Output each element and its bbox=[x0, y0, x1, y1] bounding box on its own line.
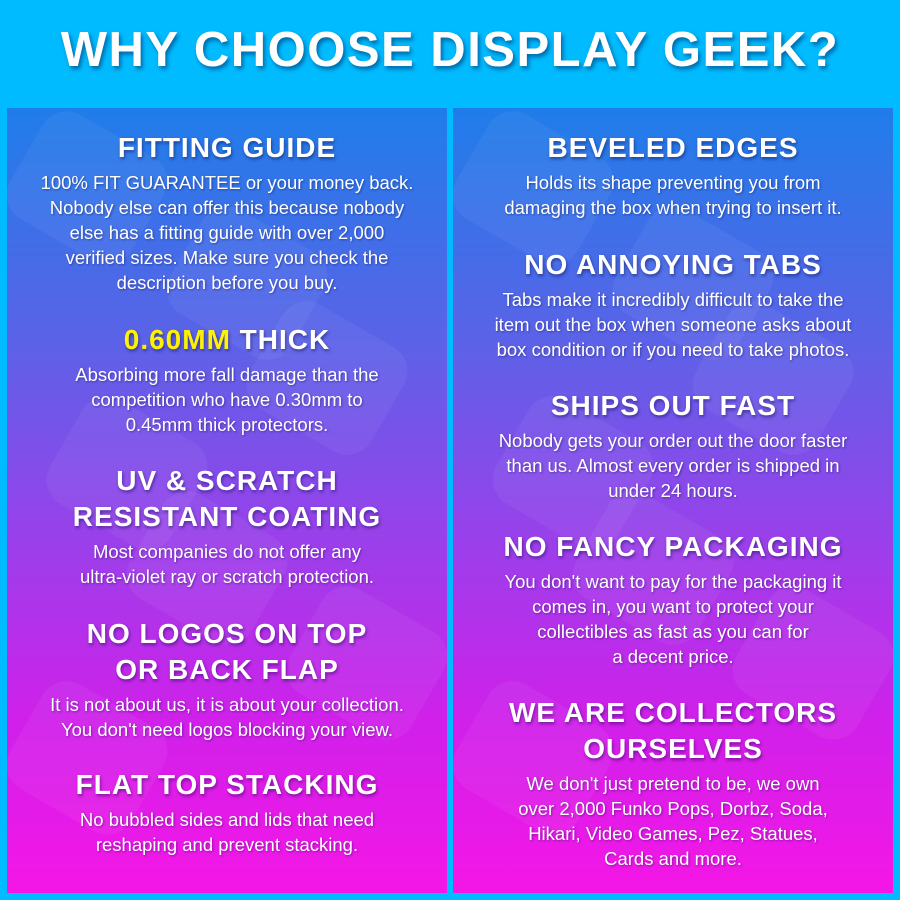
description-line: damaging the box when trying to insert i… bbox=[504, 197, 842, 218]
feature-heading: UV & SCRATCH RESISTANT COATING bbox=[7, 463, 447, 535]
feature-section: FITTING GUIDE 100% FIT GUARANTEE or your … bbox=[7, 130, 447, 295]
feature-description: We don't just pretend to be, we own over … bbox=[453, 771, 893, 871]
feature-section: SHIPS OUT FAST Nobody gets your order out… bbox=[453, 388, 893, 503]
feature-description: You don't want to pay for the packaging … bbox=[453, 569, 893, 669]
description-line: a decent price. bbox=[612, 646, 734, 667]
heading-line: OURSELVES bbox=[453, 731, 893, 767]
feature-description: Most companies do not offer any ultra-vio… bbox=[7, 539, 447, 589]
description-line: verified sizes. Make sure you check the bbox=[65, 247, 389, 268]
heading-text: WE ARE COLLECTORS bbox=[508, 697, 838, 728]
heading-text: NO LOGOS ON TOP bbox=[86, 618, 368, 649]
description-line: 100% FIT GUARANTEE or your money back. bbox=[40, 172, 414, 193]
description-line: 0.45mm thick protectors. bbox=[125, 414, 329, 435]
description-line: else has a fitting guide with over 2,000 bbox=[69, 222, 385, 243]
heading-line: NO FANCY PACKAGING bbox=[453, 529, 893, 565]
page-title: WHY CHOOSE DISPLAY GEEK? bbox=[60, 23, 840, 77]
feature-heading: SHIPS OUT FAST bbox=[453, 388, 893, 424]
feature-heading: WE ARE COLLECTORS OURSELVES bbox=[453, 695, 893, 767]
description-line: It is not about us, it is about your col… bbox=[50, 694, 404, 715]
heading-text: SHIPS OUT FAST bbox=[550, 390, 796, 421]
heading-line: 0.60MM THICK bbox=[7, 322, 447, 358]
description-line: comes in, you want to protect your bbox=[532, 596, 814, 617]
heading-text: OURSELVES bbox=[583, 733, 763, 764]
description-line: over 2,000 Funko Pops, Dorbz, Soda, bbox=[518, 798, 828, 819]
heading-line: BEVELED EDGES bbox=[453, 130, 893, 166]
heading-text: THICK bbox=[230, 324, 331, 355]
heading-line: RESISTANT COATING bbox=[7, 499, 447, 535]
description-line: Tabs make it incredibly difficult to tak… bbox=[502, 289, 844, 310]
description-line: Nobody gets your order out the door fast… bbox=[498, 430, 848, 451]
feature-description: 100% FIT GUARANTEE or your money back. No… bbox=[7, 170, 447, 295]
description-line: under 24 hours. bbox=[608, 480, 738, 501]
description-line: collectibles as fast as you can for bbox=[537, 621, 809, 642]
description-line: item out the box when someone asks about bbox=[494, 314, 852, 335]
heading-text: RESISTANT COATING bbox=[72, 501, 382, 532]
heading-text: NO FANCY PACKAGING bbox=[503, 531, 843, 562]
heading-line: OR BACK FLAP bbox=[7, 652, 447, 688]
description-line: Absorbing more fall damage than the bbox=[75, 364, 379, 385]
description-line: No bubbled sides and lids that need bbox=[79, 809, 375, 830]
right-feature-panel: BEVELED EDGES Holds its shape preventing … bbox=[453, 108, 893, 893]
description-line: description before you buy. bbox=[116, 272, 338, 293]
feature-description: It is not about us, it is about your col… bbox=[7, 692, 447, 742]
feature-heading: FITTING GUIDE bbox=[7, 130, 447, 166]
heading-text: NO ANNOYING TABS bbox=[524, 249, 822, 280]
feature-section: NO FANCY PACKAGING You don't want to pay … bbox=[453, 529, 893, 669]
feature-description: Absorbing more fall damage than the compe… bbox=[7, 362, 447, 437]
feature-section: NO ANNOYING TABS Tabs make it incredibly … bbox=[453, 247, 893, 362]
feature-heading: NO ANNOYING TABS bbox=[453, 247, 893, 283]
heading-line: NO ANNOYING TABS bbox=[453, 247, 893, 283]
feature-section: BEVELED EDGES Holds its shape preventing … bbox=[453, 130, 893, 220]
heading-line: SHIPS OUT FAST bbox=[453, 388, 893, 424]
heading-line: UV & SCRATCH bbox=[7, 463, 447, 499]
feature-section: 0.60MM THICK Absorbing more fall damage t… bbox=[7, 322, 447, 437]
heading-text: FLAT TOP STACKING bbox=[75, 769, 379, 800]
heading-text: OR BACK FLAP bbox=[115, 654, 339, 685]
heading-text: FITTING GUIDE bbox=[117, 132, 337, 163]
feature-heading: NO FANCY PACKAGING bbox=[453, 529, 893, 565]
feature-description: Tabs make it incredibly difficult to tak… bbox=[453, 287, 893, 362]
description-line: You don't need logos blocking your view. bbox=[61, 719, 393, 740]
description-line: Hikari, Video Games, Pez, Statues, bbox=[528, 823, 818, 844]
feature-section: UV & SCRATCH RESISTANT COATING Most compan… bbox=[7, 463, 447, 589]
feature-section: NO LOGOS ON TOP OR BACK FLAP It is not abo… bbox=[7, 616, 447, 742]
heading-line: FLAT TOP STACKING bbox=[7, 767, 447, 803]
feature-heading: BEVELED EDGES bbox=[453, 130, 893, 166]
description-line: Nobody else can offer this because nobod… bbox=[49, 197, 405, 218]
description-line: ultra-violet ray or scratch protection. bbox=[79, 566, 375, 587]
description-line: Most companies do not offer any bbox=[92, 541, 362, 562]
description-line: than us. Almost every order is shipped i… bbox=[506, 455, 840, 476]
feature-description: No bubbled sides and lids that need resha… bbox=[7, 807, 447, 857]
feature-description: Holds its shape preventing you from damag… bbox=[453, 170, 893, 220]
heading-line: NO LOGOS ON TOP bbox=[7, 616, 447, 652]
feature-section: WE ARE COLLECTORS OURSELVES We don't just … bbox=[453, 695, 893, 871]
description-line: reshaping and prevent stacking. bbox=[95, 834, 359, 855]
description-line: You don't want to pay for the packaging … bbox=[504, 571, 842, 592]
description-line: We don't just pretend to be, we own bbox=[526, 773, 820, 794]
heading-text: UV & SCRATCH bbox=[116, 465, 338, 496]
description-line: box condition or if you need to take pho… bbox=[496, 339, 850, 360]
feature-heading: 0.60MM THICK bbox=[7, 322, 447, 358]
heading-text: BEVELED EDGES bbox=[547, 132, 799, 163]
left-feature-panel: FITTING GUIDE 100% FIT GUARANTEE or your … bbox=[7, 108, 447, 893]
feature-heading: FLAT TOP STACKING bbox=[7, 767, 447, 803]
feature-section: FLAT TOP STACKING No bubbled sides and li… bbox=[7, 767, 447, 857]
description-line: competition who have 0.30mm to bbox=[91, 389, 363, 410]
heading-highlight: 0.60MM bbox=[123, 324, 231, 355]
feature-heading: NO LOGOS ON TOP OR BACK FLAP bbox=[7, 616, 447, 688]
description-line: Cards and more. bbox=[604, 848, 742, 869]
heading-line: FITTING GUIDE bbox=[7, 130, 447, 166]
heading-line: WE ARE COLLECTORS bbox=[453, 695, 893, 731]
description-line: Holds its shape preventing you from bbox=[525, 172, 821, 193]
feature-description: Nobody gets your order out the door fast… bbox=[453, 428, 893, 503]
